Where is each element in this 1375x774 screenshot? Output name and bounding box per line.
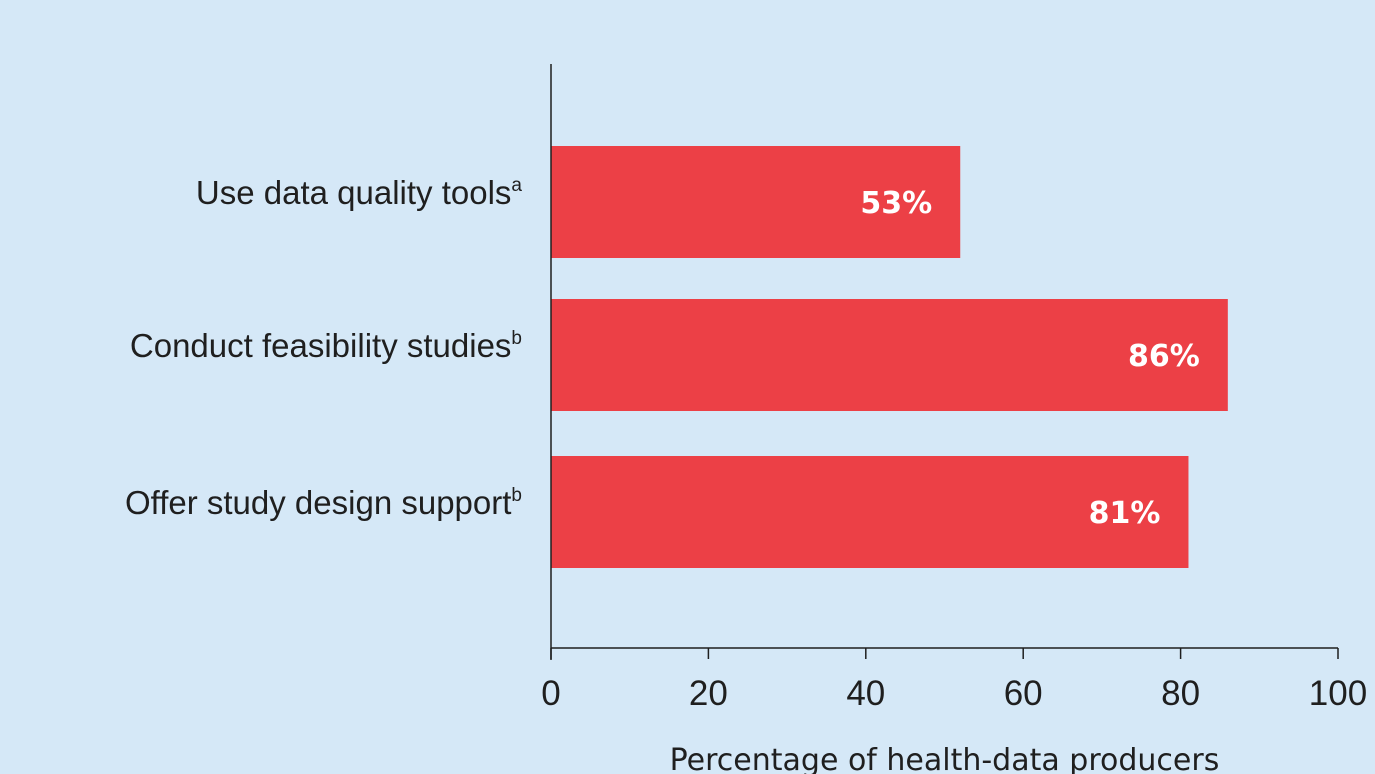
category-label-1: Use data quality toolsa (196, 174, 523, 211)
footnote-marker: b (511, 485, 522, 506)
footnote-marker: a (511, 175, 522, 196)
x-tick-label-40: 40 (846, 674, 885, 713)
bar-1 (551, 146, 961, 258)
labels-layer: 53% Use data quality toolsa 86% Conduct fea… (125, 174, 1200, 531)
bar-value-label-3: 81% (1089, 496, 1161, 531)
x-tick-label-20: 20 (689, 674, 728, 713)
bar-value-label-2: 86% (1128, 339, 1200, 374)
category-label-text: Conduct feasibility studies (130, 327, 512, 364)
category-label-2: Conduct feasibility studiesb (130, 327, 522, 364)
bars-layer (551, 146, 1228, 568)
x-tick-label-60: 60 (1004, 674, 1043, 713)
bar-3 (551, 456, 1189, 568)
bar-2 (551, 299, 1228, 411)
x-tick-label-100: 100 (1309, 674, 1367, 713)
category-label-text: Use data quality tools (196, 174, 512, 211)
x-axis-title: Percentage of health-data producers (670, 743, 1220, 774)
axis-layer: 0 20 40 60 80 100 (541, 64, 1367, 713)
x-tick-label-0: 0 (541, 674, 560, 713)
bar-value-label-1: 53% (860, 186, 932, 221)
footnote-marker: b (511, 328, 522, 349)
x-tick-label-80: 80 (1161, 674, 1200, 713)
category-label-text: Offer study design support (125, 484, 511, 521)
category-label-3: Offer study design supportb (125, 484, 522, 521)
